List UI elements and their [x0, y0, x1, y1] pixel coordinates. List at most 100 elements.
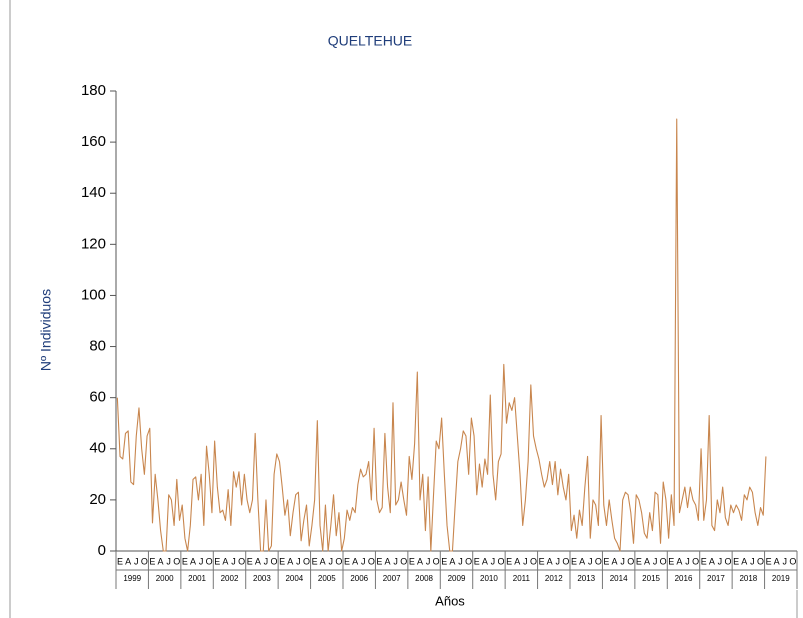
x-tick-label: O — [498, 556, 505, 566]
x-tick-label: J — [523, 556, 528, 566]
x-tick-label: O — [173, 556, 180, 566]
x-tick-label: A — [158, 556, 164, 566]
x-tick-label: E — [766, 556, 772, 566]
year-label: 2003 — [253, 574, 271, 583]
x-tick-label: A — [774, 556, 780, 566]
x-tick-label: A — [644, 556, 650, 566]
x-tick-label: E — [376, 556, 382, 566]
x-tick-label: A — [741, 556, 747, 566]
x-tick-label: J — [588, 556, 593, 566]
x-tick-label: J — [718, 556, 723, 566]
x-tick-label: A — [676, 556, 682, 566]
year-label: 2018 — [739, 574, 757, 583]
year-label: 2014 — [610, 574, 628, 583]
x-tick-label: E — [474, 556, 480, 566]
year-label: 2002 — [221, 574, 239, 583]
x-tick-label: J — [361, 556, 366, 566]
x-tick-label: O — [562, 556, 569, 566]
x-tick-label: O — [530, 556, 537, 566]
x-tick-label: A — [352, 556, 358, 566]
x-tick-label: A — [514, 556, 520, 566]
x-tick-label: J — [134, 556, 139, 566]
x-tick-label: O — [271, 556, 278, 566]
year-label: 2011 — [513, 574, 531, 583]
x-tick-label: E — [701, 556, 707, 566]
x-tick-label: O — [238, 556, 245, 566]
x-tick-label: O — [400, 556, 407, 566]
x-tick-label: O — [660, 556, 667, 566]
x-tick-label: A — [547, 556, 553, 566]
x-tick-label: J — [393, 556, 398, 566]
year-label: 2015 — [642, 574, 660, 583]
year-label: 2012 — [545, 574, 563, 583]
year-label: 2001 — [188, 574, 206, 583]
year-label: 2000 — [156, 574, 174, 583]
year-label: 1999 — [123, 574, 141, 583]
x-tick-label: E — [117, 556, 123, 566]
x-tick-label: O — [789, 556, 796, 566]
y-tick-label: 40 — [89, 440, 106, 457]
x-tick-label: O — [757, 556, 764, 566]
year-label: 2006 — [350, 574, 368, 583]
x-tick-label: J — [783, 556, 788, 566]
x-tick-label: E — [149, 556, 155, 566]
y-tick-label: 100 — [81, 286, 106, 303]
x-tick-label: E — [312, 556, 318, 566]
x-tick-label: A — [449, 556, 455, 566]
y-tick-label: 20 — [89, 491, 106, 508]
y-tick-label: 180 — [81, 82, 106, 99]
x-tick-label: J — [620, 556, 625, 566]
x-tick-label: E — [279, 556, 285, 566]
x-tick-label: E — [636, 556, 642, 566]
year-label: 2005 — [318, 574, 336, 583]
y-tick-label: 60 — [89, 389, 106, 406]
y-tick-label: 80 — [89, 338, 106, 355]
y-tick-label: 140 — [81, 184, 106, 201]
x-tick-label: J — [199, 556, 204, 566]
x-tick-label: O — [335, 556, 342, 566]
x-tick-label: E — [247, 556, 253, 566]
x-tick-label: E — [182, 556, 188, 566]
y-tick-label: 160 — [81, 133, 106, 150]
x-tick-label: O — [465, 556, 472, 566]
x-tick-label: E — [603, 556, 609, 566]
x-tick-label: E — [506, 556, 512, 566]
x-tick-label: A — [255, 556, 261, 566]
x-tick-label: J — [491, 556, 496, 566]
year-label: 2017 — [707, 574, 725, 583]
x-tick-label: E — [539, 556, 545, 566]
x-tick-label: A — [385, 556, 391, 566]
x-tick-label: A — [612, 556, 618, 566]
x-axis-label: Años — [435, 593, 465, 608]
y-axis-label: Nº Individuos — [38, 289, 54, 371]
x-tick-label: A — [417, 556, 423, 566]
x-tick-label: J — [685, 556, 690, 566]
x-tick-label: J — [264, 556, 269, 566]
x-tick-label: O — [725, 556, 732, 566]
x-tick-label: E — [214, 556, 220, 566]
x-tick-label: A — [287, 556, 293, 566]
chart-title: QUELTEHUE — [328, 33, 413, 49]
x-tick-label: E — [409, 556, 415, 566]
x-tick-label: E — [733, 556, 739, 566]
x-tick-label: E — [668, 556, 674, 566]
x-tick-label: J — [231, 556, 236, 566]
year-label: 2007 — [383, 574, 401, 583]
x-tick-label: A — [579, 556, 585, 566]
x-tick-label: A — [125, 556, 131, 566]
year-label: 2004 — [285, 574, 303, 583]
x-tick-label: J — [426, 556, 431, 566]
x-tick-label: O — [368, 556, 375, 566]
year-label: 2008 — [415, 574, 433, 583]
x-tick-label: O — [141, 556, 148, 566]
x-tick-label: A — [190, 556, 196, 566]
x-tick-label: O — [433, 556, 440, 566]
x-tick-label: J — [653, 556, 658, 566]
x-tick-label: J — [556, 556, 561, 566]
year-label: 2016 — [675, 574, 693, 583]
x-tick-label: O — [627, 556, 634, 566]
x-tick-label: O — [692, 556, 699, 566]
data-line — [116, 118, 767, 552]
x-tick-label: O — [595, 556, 602, 566]
